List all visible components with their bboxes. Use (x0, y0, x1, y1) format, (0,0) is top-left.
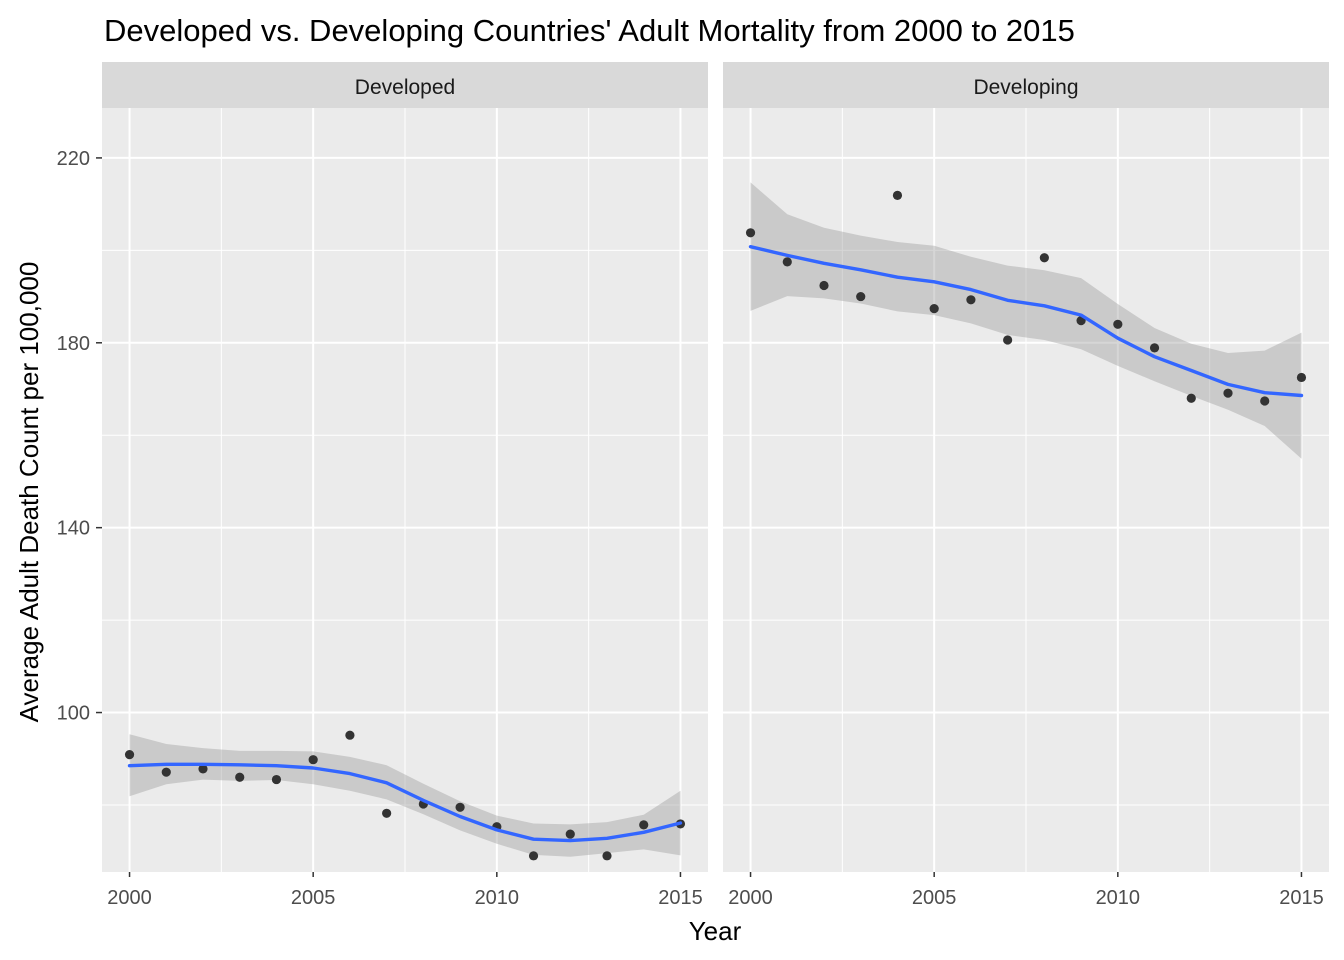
facet-strip-developed (102, 62, 708, 108)
data-point (198, 764, 208, 774)
x-tick-label: 2000 (728, 887, 773, 909)
y-tick-label: 140 (57, 518, 90, 540)
data-point (639, 820, 649, 830)
y-tick-label: 100 (57, 703, 90, 725)
data-point (1260, 396, 1270, 406)
panel-developing: Developing 2000 2005 2010 2015 (723, 62, 1329, 909)
x-tick-label: 2010 (475, 887, 520, 909)
x-tick-label: 2005 (912, 887, 957, 909)
y-axis: 100 140 180 220 (57, 148, 102, 725)
data-point (528, 851, 539, 861)
panel-developed: Developed 2000 2005 2010 2015 (102, 62, 708, 909)
data-point (308, 755, 318, 765)
data-point (1003, 335, 1013, 345)
y-axis-title: Average Adult Death Count per 100,000 (14, 262, 44, 723)
data-point (966, 295, 976, 305)
data-point (745, 228, 756, 238)
data-point (602, 851, 612, 861)
facet-strip-label: Developing (973, 76, 1078, 99)
data-point (1296, 372, 1307, 383)
data-point (1039, 253, 1049, 263)
data-point (929, 303, 939, 314)
data-point (124, 750, 135, 760)
data-point (382, 808, 392, 818)
facet-strip-label: Developed (355, 76, 455, 99)
y-tick-label: 220 (57, 148, 90, 170)
facet-strip-developing (723, 62, 1329, 108)
x-tick-label: 2000 (107, 887, 152, 909)
chart-title: Developed vs. Developing Countries' Adul… (104, 13, 1075, 48)
data-point (565, 829, 575, 839)
data-point (856, 291, 866, 302)
data-point (819, 280, 829, 291)
x-tick-label: 2015 (1279, 887, 1324, 909)
x-tick-label: 2005 (291, 887, 336, 909)
smooth-line (127, 762, 683, 843)
data-point (161, 767, 171, 777)
data-point (271, 774, 282, 785)
confidence-band (750, 182, 1302, 459)
data-point (1223, 388, 1233, 398)
y-tick-label: 180 (57, 333, 90, 355)
data-point (1113, 319, 1123, 329)
data-point (782, 257, 792, 267)
data-point (892, 190, 903, 200)
data-point (455, 802, 465, 812)
x-tick-label: 2015 (658, 887, 703, 909)
x-tick-label: 2010 (1096, 887, 1141, 909)
data-point (345, 730, 355, 740)
x-axis-title: Year (689, 916, 742, 946)
data-point (1149, 343, 1160, 353)
data-point (235, 772, 245, 782)
data-point (1186, 393, 1196, 403)
smooth-line (748, 245, 1304, 398)
facet-panels: Developed 2000 2005 2010 2015 Developing 2000 2… (102, 62, 1329, 909)
